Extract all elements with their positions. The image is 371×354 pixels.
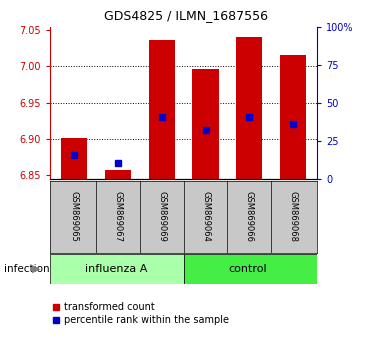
Text: GDS4825 / ILMN_1687556: GDS4825 / ILMN_1687556 [104,9,267,22]
Bar [50,254,184,284]
Text: ▶: ▶ [32,264,40,274]
Text: GSM869069: GSM869069 [157,192,166,242]
Text: GSM869068: GSM869068 [289,191,298,242]
Bar [236,38,262,179]
Text: GSM869064: GSM869064 [201,192,210,242]
Bar [184,254,317,284]
Bar [105,170,131,179]
Text: infection: infection [4,264,49,274]
Text: GSM869066: GSM869066 [245,191,254,242]
Text: control: control [229,264,267,274]
Legend: transformed count, percentile rank within the sample: transformed count, percentile rank withi… [53,302,229,325]
Text: GSM869065: GSM869065 [70,192,79,242]
Text: influenza A: influenza A [85,264,148,274]
Text: GSM869067: GSM869067 [114,191,122,242]
Bar [61,138,87,179]
Bar [280,55,306,179]
Bar [193,69,219,179]
Bar [149,40,175,179]
